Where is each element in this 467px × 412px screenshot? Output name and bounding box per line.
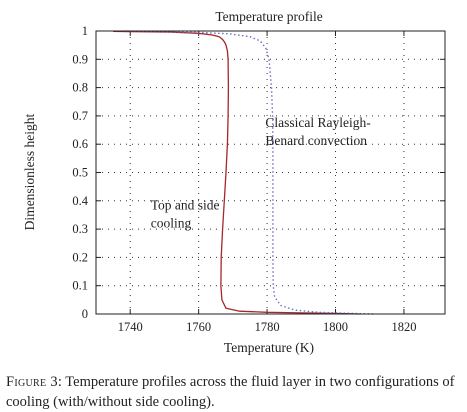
annotation-top-side-cooling: Top and side xyxy=(151,197,220,212)
caption-label: Figure 3 xyxy=(6,374,58,390)
x-tick-label: 1780 xyxy=(255,320,280,334)
y-tick-label: 0 xyxy=(82,307,88,321)
data-series xyxy=(113,30,374,315)
y-tick-label: 0.9 xyxy=(72,52,88,66)
y-tick-label: 1 xyxy=(82,24,88,38)
figure-caption: Figure 3: Temperature profiles across th… xyxy=(6,372,462,412)
x-tick-label: 1800 xyxy=(323,320,348,334)
x-tick-label: 1740 xyxy=(118,320,143,334)
grid-lines xyxy=(96,30,445,315)
y-tick-label: 0.6 xyxy=(72,137,88,151)
y-tick-label: 0.7 xyxy=(72,109,88,123)
y-tick-label: 0.8 xyxy=(72,81,88,95)
caption-text: : Temperature profiles across the fluid … xyxy=(6,374,455,410)
plot-frame xyxy=(95,30,446,315)
annotations: Classical Rayleigh- Benard convection Top … xyxy=(151,115,371,230)
x-tick-label: 1820 xyxy=(391,320,416,334)
annotation-top-side-cooling: cooling xyxy=(151,215,192,230)
chart-title: Temperature profile xyxy=(215,9,322,24)
x-tick-label: 1760 xyxy=(186,320,211,334)
series-line-top-side-cooling xyxy=(113,30,360,315)
temperature-profile-chart: Temperature profile 1740 1760 1780 1800 1820… xyxy=(22,9,446,355)
y-tick-label: 0.5 xyxy=(72,166,88,180)
x-axis-label: Temperature (K) xyxy=(224,340,314,355)
annotation-rayleigh-benard: Classical Rayleigh- xyxy=(265,115,371,130)
y-tick-label: 0.2 xyxy=(72,250,88,264)
annotation-rayleigh-benard: Benard convection xyxy=(265,133,367,148)
axis-ticks: 1740 1760 1780 1800 1820 0 0.1 0.2 0.3 0.4 0.5 0.6 0… xyxy=(72,24,445,334)
y-tick-label: 0.4 xyxy=(72,194,88,208)
y-tick-label: 0.3 xyxy=(72,222,88,236)
y-axis-label: Dimensionless height xyxy=(22,113,37,230)
y-tick-label: 0.1 xyxy=(72,279,88,293)
